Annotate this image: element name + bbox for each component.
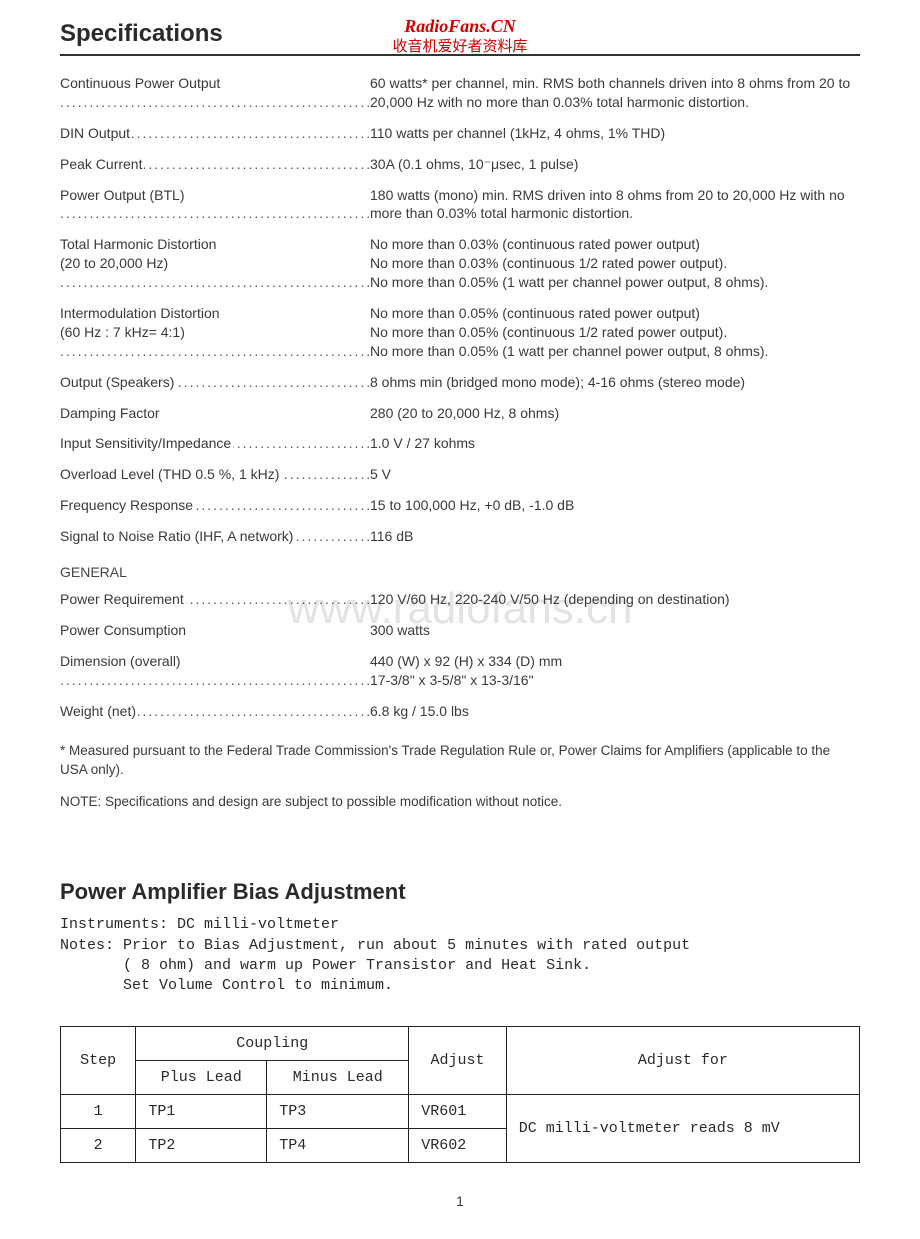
spec-value: 300 watts bbox=[370, 621, 860, 640]
spec-label-text: Power Output (BTL) bbox=[60, 187, 187, 203]
spec-label-text: DIN Output bbox=[60, 125, 132, 141]
spec-label: Power Consumption bbox=[60, 621, 370, 640]
spec-label: DIN Output bbox=[60, 124, 370, 143]
spec-value: 1.0 V / 27 kohms bbox=[370, 434, 860, 453]
bias-instructions: Instruments: DC milli-voltmeter Notes: P… bbox=[60, 915, 860, 996]
spec-label-text: Peak Current bbox=[60, 156, 144, 172]
spec-row: Input Sensitivity/Impedance 1.0 V / 27 ko… bbox=[60, 434, 860, 453]
bias-title: Power Amplifier Bias Adjustment bbox=[60, 879, 860, 905]
spec-label-text: Intermodulation Distortion bbox=[60, 305, 222, 321]
spec-label-text: Frequency Response bbox=[60, 497, 195, 513]
spec-row: Peak Current 30A (0.1 ohms, 10⁻μsec, 1 pu… bbox=[60, 155, 860, 174]
cell-minus: TP3 bbox=[267, 1095, 409, 1129]
spec-label-text: Signal to Noise Ratio (IHF, A network) bbox=[60, 528, 295, 544]
spec-value: 440 (W) x 92 (H) x 334 (D) mm 17-3/8" x … bbox=[370, 652, 860, 690]
spec-row: Signal to Noise Ratio (IHF, A network) 11… bbox=[60, 527, 860, 546]
spec-row: Continuous Power Output 60 watts* per cha… bbox=[60, 74, 860, 112]
th-minus: Minus Lead bbox=[267, 1061, 409, 1095]
th-plus: Plus Lead bbox=[136, 1061, 267, 1095]
spec-label-text: Weight (net) bbox=[60, 703, 138, 719]
cell-adjust: VR601 bbox=[409, 1095, 507, 1129]
spec-row: Weight (net) 6.8 kg / 15.0 lbs bbox=[60, 702, 860, 721]
spec-row: Dimension (overall) 440 (W) x 92 (H) x 33… bbox=[60, 652, 860, 690]
spec-label-text: Total Harmonic Distortion bbox=[60, 236, 218, 252]
th-step: Step bbox=[61, 1027, 136, 1095]
spec-value: 6.8 kg / 15.0 lbs bbox=[370, 702, 860, 721]
spec-row: Power Consumption 300 watts bbox=[60, 621, 860, 640]
watermark-line1: RadioFans.CN bbox=[392, 16, 527, 38]
table-row: 1 TP1 TP3 VR601 DC milli-voltmeter reads… bbox=[61, 1095, 860, 1129]
spec-row: DIN Output 110 watts per channel (1kHz, 4… bbox=[60, 124, 860, 143]
spec-label: Overload Level (THD 0.5 %, 1 kHz) bbox=[60, 465, 370, 484]
spec-row: Damping Factor 280 (20 to 20,000 Hz, 8 oh… bbox=[60, 404, 860, 423]
bias-table: Step Coupling Adjust Adjust for Plus Lea… bbox=[60, 1026, 860, 1163]
th-adjust: Adjust bbox=[409, 1027, 507, 1095]
spec-label: Power Requirement bbox=[60, 590, 370, 609]
spec-label-sub: (60 Hz : 7 kHz= 4:1) bbox=[60, 323, 370, 342]
spec-label: Dimension (overall) bbox=[60, 652, 370, 690]
spec-value: 8 ohms min (bridged mono mode); 4-16 ohm… bbox=[370, 373, 860, 392]
cell-step: 1 bbox=[61, 1095, 136, 1129]
spec-value: No more than 0.05% (continuous rated pow… bbox=[370, 304, 860, 361]
general-wrapper: www.radiofans.cn Power Requirement120 V/… bbox=[60, 590, 860, 720]
spec-row: Power Requirement 120 V/60 Hz, 220-240 V/… bbox=[60, 590, 860, 609]
spec-label: Intermodulation Distortion (60 Hz : 7 kHz… bbox=[60, 304, 370, 361]
watermark-line2: 收音机爱好者资料库 bbox=[392, 38, 527, 56]
spec-row: Frequency Response 15 to 100,000 Hz, +0 d… bbox=[60, 496, 860, 515]
watermark-top: RadioFans.CN 收音机爱好者资料库 bbox=[392, 16, 527, 56]
spec-value: 280 (20 to 20,000 Hz, 8 ohms) bbox=[370, 404, 860, 423]
header: Specifications RadioFans.CN 收音机爱好者资料库 bbox=[60, 20, 860, 48]
table-header-row: Step Coupling Adjust Adjust for bbox=[61, 1027, 860, 1061]
spec-label: Damping Factor bbox=[60, 404, 370, 423]
footnote: * Measured pursuant to the Federal Trade… bbox=[60, 742, 860, 780]
specs-list: Continuous Power Output 60 watts* per cha… bbox=[60, 74, 860, 546]
note: NOTE: Specifications and design are subj… bbox=[60, 794, 860, 809]
cell-adjustfor: DC milli-voltmeter reads 8 mV bbox=[506, 1095, 859, 1163]
cell-plus: TP1 bbox=[136, 1095, 267, 1129]
th-coupling: Coupling bbox=[136, 1027, 409, 1061]
spec-value: 110 watts per channel (1kHz, 4 ohms, 1% … bbox=[370, 124, 860, 143]
cell-minus: TP4 bbox=[267, 1129, 409, 1163]
spec-label-text: Power Requirement bbox=[60, 591, 186, 607]
spec-label-text: Output (Speakers) bbox=[60, 374, 176, 390]
spec-row: Intermodulation Distortion (60 Hz : 7 kHz… bbox=[60, 304, 860, 361]
spec-value: 15 to 100,000 Hz, +0 dB, -1.0 dB bbox=[370, 496, 860, 515]
spec-value: 180 watts (mono) min. RMS driven into 8 … bbox=[370, 186, 860, 224]
page-number: 1 bbox=[60, 1193, 860, 1209]
spec-label: Power Output (BTL) bbox=[60, 186, 370, 224]
spec-row: Output (Speakers) 8 ohms min (bridged mon… bbox=[60, 373, 860, 392]
spec-label-text: Power Consumption bbox=[60, 622, 188, 638]
spec-label-text: Dimension (overall) bbox=[60, 653, 183, 669]
spec-row: Power Output (BTL) 180 watts (mono) min. … bbox=[60, 186, 860, 224]
cell-step: 2 bbox=[61, 1129, 136, 1163]
spec-label-sub: (20 to 20,000 Hz) bbox=[60, 254, 370, 273]
spec-label: Continuous Power Output bbox=[60, 74, 370, 112]
spec-value: 60 watts* per channel, min. RMS both cha… bbox=[370, 74, 860, 112]
general-heading: GENERAL bbox=[60, 564, 860, 580]
spec-value: 30A (0.1 ohms, 10⁻μsec, 1 pulse) bbox=[370, 155, 860, 174]
spec-label: Weight (net) bbox=[60, 702, 370, 721]
spec-label-text: Continuous Power Output bbox=[60, 75, 222, 91]
spec-value: 116 dB bbox=[370, 527, 860, 546]
spec-value: 5 V bbox=[370, 465, 860, 484]
spec-row: Overload Level (THD 0.5 %, 1 kHz) 5 V bbox=[60, 465, 860, 484]
spec-label: Frequency Response bbox=[60, 496, 370, 515]
spec-label-text: Input Sensitivity/Impedance bbox=[60, 435, 233, 451]
cell-adjust: VR602 bbox=[409, 1129, 507, 1163]
spec-row: Total Harmonic Distortion (20 to 20,000 H… bbox=[60, 235, 860, 292]
cell-plus: TP2 bbox=[136, 1129, 267, 1163]
spec-label: Output (Speakers) bbox=[60, 373, 370, 392]
spec-label: Total Harmonic Distortion (20 to 20,000 H… bbox=[60, 235, 370, 292]
spec-value: No more than 0.03% (continuous rated pow… bbox=[370, 235, 860, 292]
spec-label-text: Overload Level (THD 0.5 %, 1 kHz) bbox=[60, 466, 281, 482]
spec-label-text: Damping Factor bbox=[60, 405, 162, 421]
spec-label: Peak Current bbox=[60, 155, 370, 174]
spec-label: Input Sensitivity/Impedance bbox=[60, 434, 370, 453]
general-list: Power Requirement 120 V/60 Hz, 220-240 V/… bbox=[60, 590, 860, 720]
spec-value: 120 V/60 Hz, 220-240 V/50 Hz (depending … bbox=[370, 590, 860, 609]
th-adjustfor: Adjust for bbox=[506, 1027, 859, 1095]
spec-label: Signal to Noise Ratio (IHF, A network) bbox=[60, 527, 370, 546]
